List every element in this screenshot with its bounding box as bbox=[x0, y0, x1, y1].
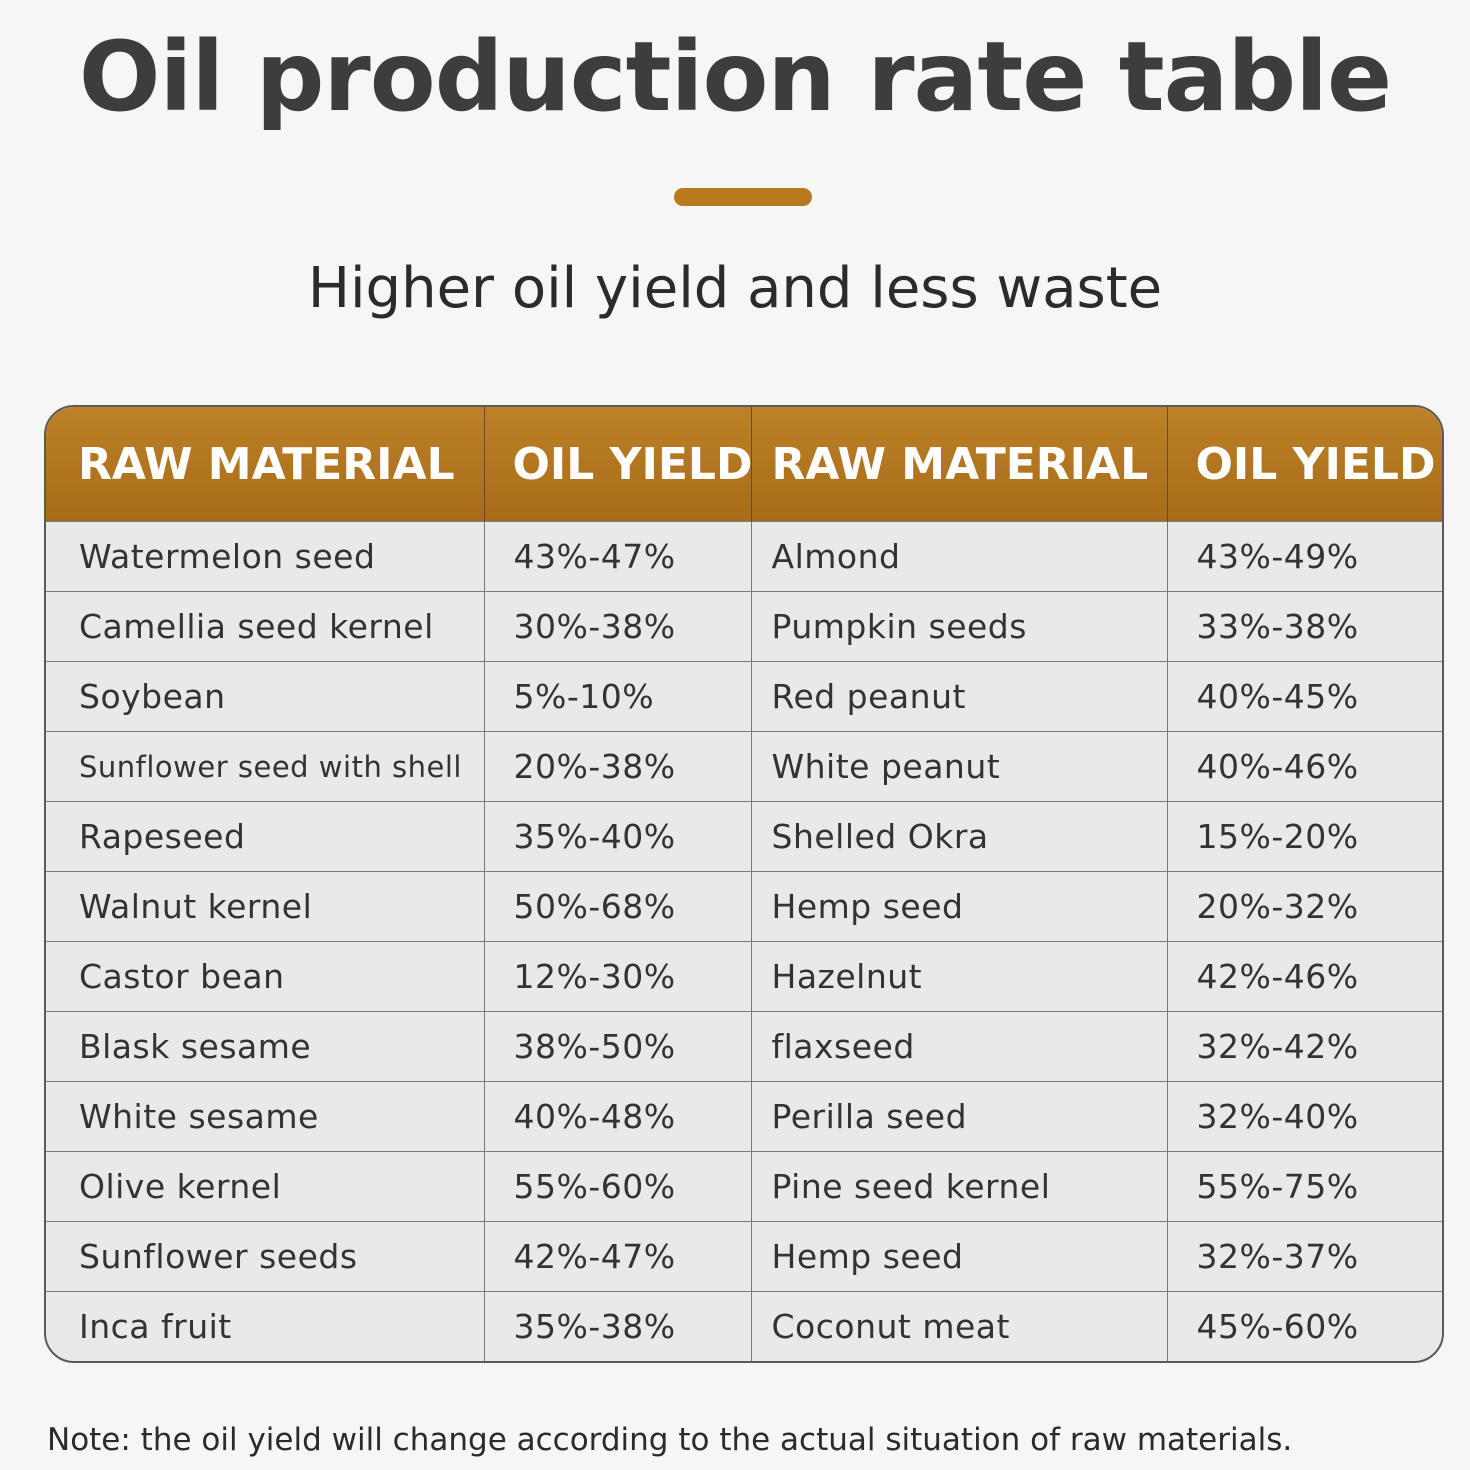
table-row: Walnut kernel 50%-68% Hemp seed 20%-32% bbox=[46, 871, 1442, 942]
raw-material-cell: Castor bean bbox=[46, 941, 485, 1012]
oil-yield-grid: RAW MATERIAL OIL YIELD RAW MATERIAL OIL … bbox=[46, 407, 1442, 1361]
raw-material-cell: Blask sesame bbox=[46, 1011, 485, 1082]
header-raw-material: RAW MATERIAL bbox=[46, 407, 485, 522]
raw-material-cell: Sunflower seeds bbox=[46, 1221, 485, 1292]
raw-material-cell: Perilla seed bbox=[751, 1081, 1168, 1152]
oil-yield-cell: 43%-47% bbox=[484, 521, 752, 592]
oil-yield-cell: 40%-45% bbox=[1167, 661, 1442, 732]
oil-yield-cell: 12%-30% bbox=[484, 941, 752, 1012]
oil-yield-cell: 20%-32% bbox=[1167, 871, 1442, 942]
raw-material-cell: Shelled Okra bbox=[751, 801, 1168, 872]
oil-yield-cell: 55%-75% bbox=[1167, 1151, 1442, 1222]
raw-material-cell: Almond bbox=[751, 521, 1168, 592]
oil-yield-cell: 50%-68% bbox=[484, 871, 752, 942]
table-row: Olive kernel 55%-60% Pine seed kernel 55%-7… bbox=[46, 1151, 1442, 1222]
oil-yield-cell: 40%-48% bbox=[484, 1081, 752, 1152]
header-oil-yield: OIL YIELD bbox=[1167, 407, 1442, 522]
oil-yield-cell: 55%-60% bbox=[484, 1151, 752, 1222]
table-row: White sesame 40%-48% Perilla seed 32%-40% bbox=[46, 1081, 1442, 1152]
raw-material-cell: Hazelnut bbox=[751, 941, 1168, 1012]
oil-yield-cell: 33%-38% bbox=[1167, 591, 1442, 662]
table-row: Inca fruit 35%-38% Coconut meat 45%-60% bbox=[46, 1291, 1442, 1361]
header-oil-yield: OIL YIELD bbox=[484, 407, 752, 522]
footnote: Note: the oil yield will change accordin… bbox=[47, 1422, 1293, 1458]
raw-material-cell: Camellia seed kernel bbox=[46, 591, 485, 662]
raw-material-cell: Red peanut bbox=[751, 661, 1168, 732]
header-raw-material: RAW MATERIAL bbox=[751, 407, 1168, 522]
raw-material-cell: Soybean bbox=[46, 661, 485, 732]
oil-yield-cell: 40%-46% bbox=[1167, 731, 1442, 802]
oil-yield-cell: 45%-60% bbox=[1167, 1291, 1442, 1361]
page-title: Oil production rate table bbox=[78, 21, 1392, 133]
oil-yield-cell: 15%-20% bbox=[1167, 801, 1442, 872]
title-accent-bar bbox=[674, 188, 812, 206]
oil-yield-cell: 42%-47% bbox=[484, 1221, 752, 1292]
oil-yield-cell: 32%-42% bbox=[1167, 1011, 1442, 1082]
raw-material-cell: Coconut meat bbox=[751, 1291, 1168, 1361]
oil-yield-cell: 35%-40% bbox=[484, 801, 752, 872]
raw-material-cell: Sunflower seed with shell bbox=[46, 731, 485, 802]
oil-yield-cell: 32%-37% bbox=[1167, 1221, 1442, 1292]
raw-material-cell: Inca fruit bbox=[46, 1291, 485, 1361]
oil-yield-cell: 42%-46% bbox=[1167, 941, 1442, 1012]
table-row: Soybean 5%-10% Red peanut 40%-45% bbox=[46, 661, 1442, 732]
page-subtitle: Higher oil yield and less waste bbox=[307, 256, 1163, 321]
raw-material-cell: Hemp seed bbox=[751, 871, 1168, 942]
raw-material-cell: Rapeseed bbox=[46, 801, 485, 872]
oil-yield-table: RAW MATERIAL OIL YIELD RAW MATERIAL OIL … bbox=[44, 405, 1444, 1363]
table-row: Blask sesame 38%-50% flaxseed 32%-42% bbox=[46, 1011, 1442, 1082]
raw-material-cell: Watermelon seed bbox=[46, 521, 485, 592]
table-header-row: RAW MATERIAL OIL YIELD RAW MATERIAL OIL … bbox=[46, 407, 1442, 522]
table-row: Watermelon seed 43%-47% Almond 43%-49% bbox=[46, 521, 1442, 592]
raw-material-cell: flaxseed bbox=[751, 1011, 1168, 1082]
table-row: Camellia seed kernel 30%-38% Pumpkin seeds… bbox=[46, 591, 1442, 662]
oil-yield-cell: 20%-38% bbox=[484, 731, 752, 802]
raw-material-cell: Hemp seed bbox=[751, 1221, 1168, 1292]
table-row: Rapeseed 35%-40% Shelled Okra 15%-20% bbox=[46, 801, 1442, 872]
raw-material-cell: Olive kernel bbox=[46, 1151, 485, 1222]
raw-material-cell: Walnut kernel bbox=[46, 871, 485, 942]
oil-yield-cell: 35%-38% bbox=[484, 1291, 752, 1361]
oil-yield-cell: 30%-38% bbox=[484, 591, 752, 662]
oil-yield-cell: 32%-40% bbox=[1167, 1081, 1442, 1152]
table-row: Sunflower seed with shell 20%-38% White pe… bbox=[46, 731, 1442, 802]
raw-material-cell: White peanut bbox=[751, 731, 1168, 802]
raw-material-cell: White sesame bbox=[46, 1081, 485, 1152]
table-row: Sunflower seeds 42%-47% Hemp seed 32%-37% bbox=[46, 1221, 1442, 1292]
table-row: Castor bean 12%-30% Hazelnut 42%-46% bbox=[46, 941, 1442, 1012]
raw-material-cell: Pine seed kernel bbox=[751, 1151, 1168, 1222]
oil-yield-cell: 5%-10% bbox=[484, 661, 752, 732]
raw-material-cell: Pumpkin seeds bbox=[751, 591, 1168, 662]
oil-yield-cell: 38%-50% bbox=[484, 1011, 752, 1082]
oil-yield-cell: 43%-49% bbox=[1167, 521, 1442, 592]
